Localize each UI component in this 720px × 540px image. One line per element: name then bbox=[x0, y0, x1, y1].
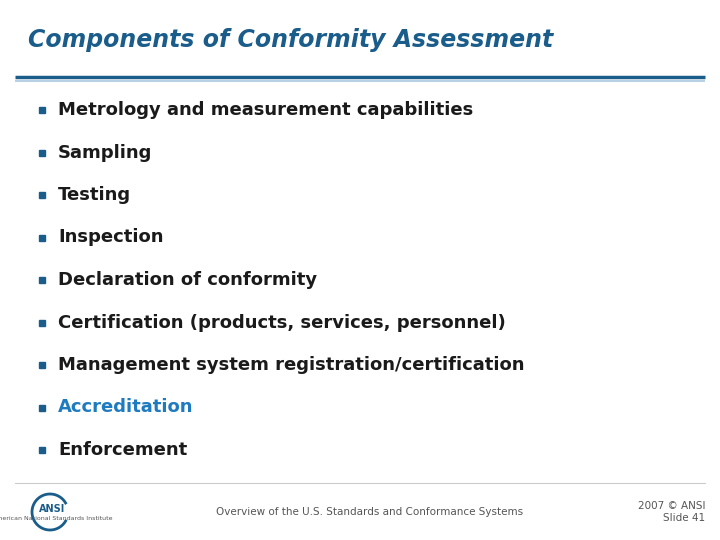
Text: Enforcement: Enforcement bbox=[58, 441, 187, 459]
Bar bbox=[39, 362, 45, 368]
Text: Management system registration/certification: Management system registration/certifica… bbox=[58, 356, 524, 374]
Bar bbox=[39, 234, 45, 240]
Bar bbox=[39, 107, 45, 113]
Text: Testing: Testing bbox=[58, 186, 131, 204]
Text: Certification (products, services, personnel): Certification (products, services, perso… bbox=[58, 314, 505, 332]
Bar bbox=[39, 192, 45, 198]
Bar bbox=[39, 320, 45, 326]
Text: 2007 © ANSI
Slide 41: 2007 © ANSI Slide 41 bbox=[637, 501, 705, 523]
Text: Overview of the U.S. Standards and Conformance Systems: Overview of the U.S. Standards and Confo… bbox=[217, 507, 523, 517]
Bar bbox=[39, 150, 45, 156]
Text: ANSI: ANSI bbox=[39, 504, 65, 514]
Bar bbox=[39, 404, 45, 410]
Text: Inspection: Inspection bbox=[58, 228, 163, 246]
Text: Metrology and measurement capabilities: Metrology and measurement capabilities bbox=[58, 101, 473, 119]
Text: Accreditation: Accreditation bbox=[58, 399, 194, 416]
Text: Sampling: Sampling bbox=[58, 144, 153, 161]
Bar bbox=[39, 447, 45, 453]
Text: American National Standards Institute: American National Standards Institute bbox=[0, 516, 112, 522]
Text: Components of Conformity Assessment: Components of Conformity Assessment bbox=[28, 28, 553, 52]
Text: Declaration of conformity: Declaration of conformity bbox=[58, 271, 317, 289]
Bar bbox=[39, 277, 45, 283]
